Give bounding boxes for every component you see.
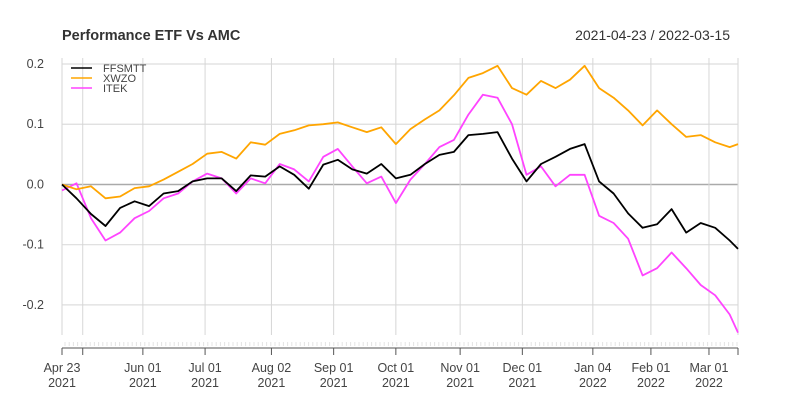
y-axis: 0.2 0.1 0.0 -0.1 -0.2 xyxy=(22,57,44,312)
x-tick-year: 2022 xyxy=(579,376,607,390)
x-tick-year: 2021 xyxy=(191,376,219,390)
series-lines xyxy=(61,64,739,333)
y-tick-label: 0.0 xyxy=(27,177,44,191)
x-tick-year: 2021 xyxy=(508,376,536,390)
series-line-xwzo xyxy=(61,64,739,200)
gridlines xyxy=(61,58,739,335)
y-tick-label: -0.1 xyxy=(22,238,44,252)
x-tick-year: 2022 xyxy=(637,376,665,390)
y-tick-label: 0.1 xyxy=(27,117,44,131)
chart-title: Performance ETF Vs AMC xyxy=(62,28,241,44)
x-tick-label: Mar 01 xyxy=(690,361,729,375)
x-tick-label: Aug 02 xyxy=(252,361,292,375)
y-tick-label: -0.2 xyxy=(22,298,44,312)
x-tick-label: Jul 01 xyxy=(188,361,221,375)
x-tick-label: Apr 23 xyxy=(44,361,81,375)
y-tick-label: 0.2 xyxy=(27,57,44,71)
series-line-ffsmtt xyxy=(61,131,739,250)
x-tick-label: Feb 01 xyxy=(631,361,670,375)
x-tick-year: 2021 xyxy=(258,376,286,390)
legend-label-xwzo: XWZO xyxy=(103,73,136,85)
legend-label-itek: ITEK xyxy=(103,83,128,95)
x-tick-label: Nov 01 xyxy=(440,361,480,375)
x-tick-year: 2021 xyxy=(446,376,474,390)
x-tick-year: 2021 xyxy=(320,376,348,390)
x-tick-label: Jan 04 xyxy=(574,361,612,375)
x-tick-year: 2022 xyxy=(695,376,723,390)
x-tick-year: 2021 xyxy=(129,376,157,390)
x-tick-label: Jun 01 xyxy=(124,361,162,375)
x-tick-year: 2021 xyxy=(382,376,410,390)
x-tick-year: 2021 xyxy=(48,376,76,390)
x-tick-label: Oct 01 xyxy=(377,361,414,375)
date-range: 2021-04-23 / 2022-03-15 xyxy=(575,27,730,43)
series-line-itek xyxy=(61,93,739,333)
x-tick-label: Sep 01 xyxy=(314,361,354,375)
x-tick-label: Dec 01 xyxy=(503,361,543,375)
legend-label-ffsmtt: FFSMTT xyxy=(103,63,147,75)
